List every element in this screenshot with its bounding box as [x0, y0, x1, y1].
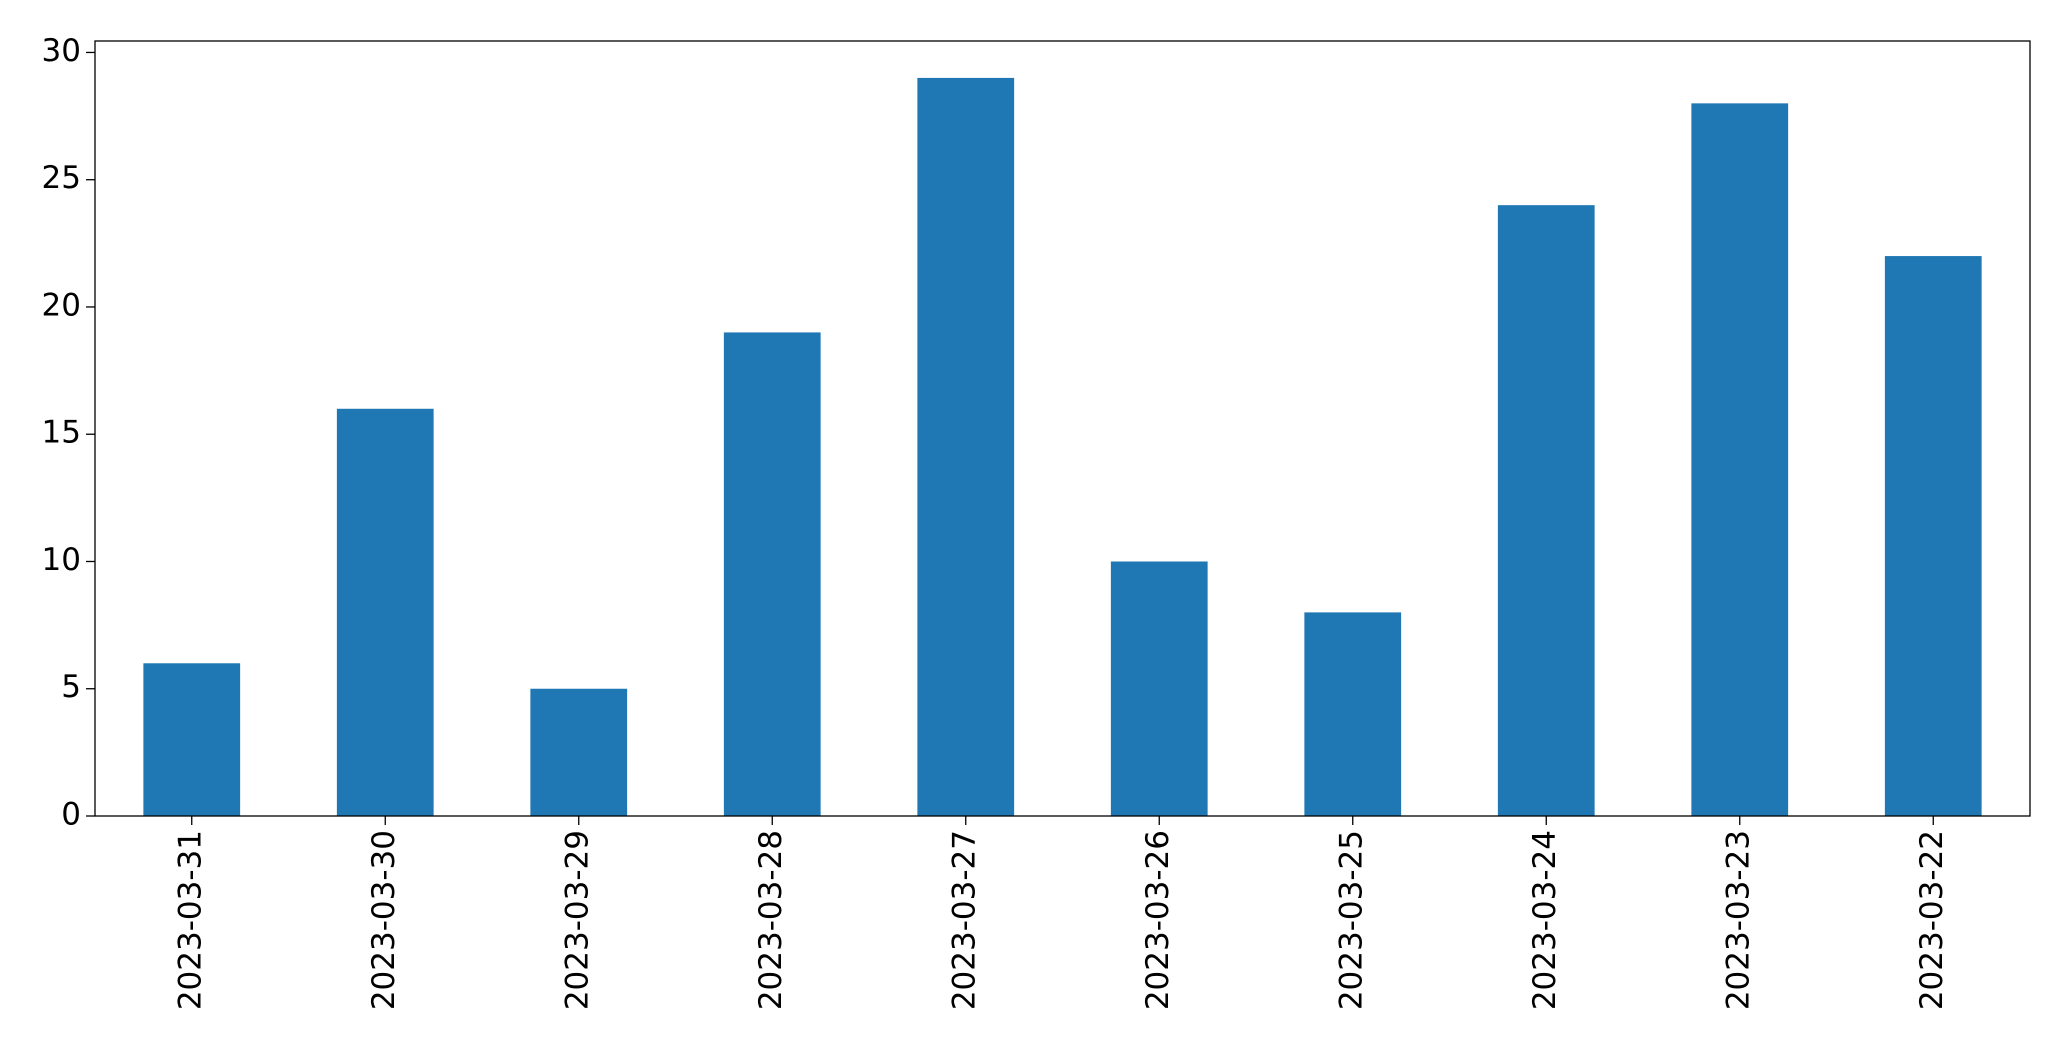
x-tick-label: 2023-03-25: [1333, 830, 1369, 1010]
x-tick-label: 2023-03-23: [1720, 830, 1756, 1010]
y-tick-label: 5: [61, 669, 81, 705]
y-tick-label: 15: [42, 415, 81, 451]
bar: [1110, 561, 1208, 816]
plot-frame: [94, 40, 2031, 817]
y-tick-label: 25: [42, 160, 81, 196]
bar: [1304, 612, 1402, 816]
bar: [723, 332, 821, 816]
x-tick-label: 2023-03-26: [1140, 830, 1176, 1010]
bar: [917, 77, 1015, 816]
y-tick-label: 10: [42, 542, 81, 578]
x-tick-label: 2023-03-31: [172, 830, 208, 1010]
bar: [336, 408, 434, 816]
y-tick-label: 0: [61, 797, 81, 833]
bar: [143, 663, 241, 816]
bar: [1691, 103, 1789, 816]
bar: [1884, 256, 1982, 816]
x-tick-label: 2023-03-24: [1527, 830, 1563, 1010]
x-tick-label: 2023-03-30: [366, 830, 402, 1010]
y-tick-label: 20: [42, 287, 81, 323]
x-tick-label: 2023-03-28: [753, 830, 789, 1010]
y-tick-label: 30: [42, 33, 81, 69]
bar: [530, 688, 628, 816]
x-tick-label: 2023-03-22: [1914, 830, 1950, 1010]
x-tick-label: 2023-03-27: [946, 830, 982, 1010]
x-tick-label: 2023-03-29: [559, 830, 595, 1010]
bar: [1497, 205, 1595, 816]
